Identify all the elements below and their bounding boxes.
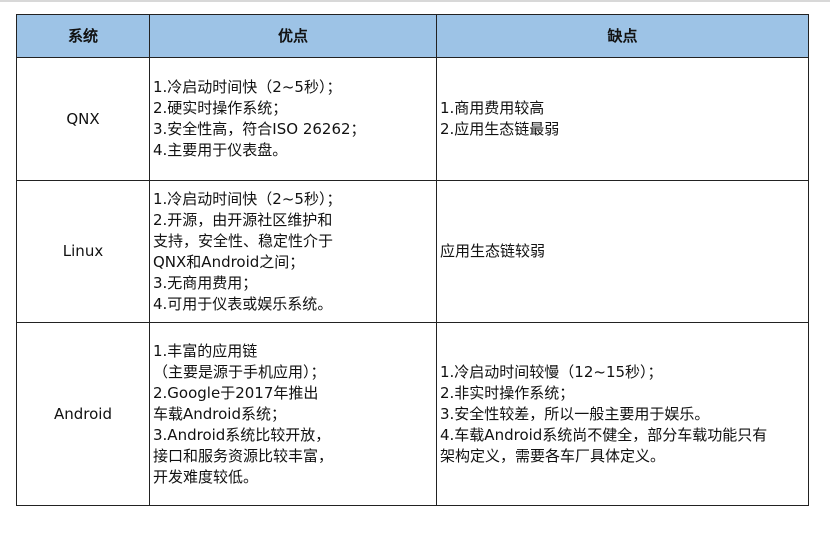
pros-line: （主要是源于手机应用）； xyxy=(153,362,326,381)
header-row: 系统 优点 缺点 xyxy=(16,14,809,58)
cons-line: 1.冷启动时间较慢（12~15秒）； xyxy=(440,362,663,381)
cons-line: 1.商用费用较高 xyxy=(440,99,545,117)
header-system: 系统 xyxy=(16,14,150,58)
pros-cell: 1.冷启动时间快（2~5秒）； 2.硬实时操作系统； 3.安全性高，符合ISO 26… xyxy=(149,57,437,181)
cons-line: 应用生态链较弱 xyxy=(440,242,546,260)
system-cell: Linux xyxy=(16,180,150,323)
table-row: Android 1.丰富的应用链 （主要是源于手机应用）； 2.Google于2017… xyxy=(16,322,809,506)
pros-line: 4.可用于仪表或娱乐系统。 xyxy=(153,294,333,313)
system-cell: QNX xyxy=(16,57,150,181)
pros-line: 3.Android系统比较开放， xyxy=(153,425,331,444)
pros-line: 2.Google于2017年推出 xyxy=(153,383,319,402)
pros-line: 4.主要用于仪表盘。 xyxy=(153,141,288,159)
cons-cell: 1.商用费用较高 2.应用生态链最弱 xyxy=(436,57,809,181)
pros-cell: 1.冷启动时间快（2~5秒）； 2.开源，由开源社区维护和 支持，安全性、稳定性介于… xyxy=(149,180,437,323)
pros-line: QNX和Android之间； xyxy=(153,252,305,271)
pros-line: 支持，安全性、稳定性介于 xyxy=(153,231,334,250)
pros-line: 2.开源，由开源社区维护和 xyxy=(153,210,333,229)
cons-line: 2.应用生态链最弱 xyxy=(440,120,560,138)
pros-line: 2.硬实时操作系统； xyxy=(153,99,288,117)
os-comparison-table: 系统 优点 缺点 QNX 1.冷启动时间快（2~5秒）； 2.硬实时操作系统； 3.安… xyxy=(16,14,809,506)
pros-line: 开发难度较低。 xyxy=(153,467,259,486)
cons-line: 2.非实时操作系统； xyxy=(440,383,575,402)
header-cons: 缺点 xyxy=(436,14,809,58)
pros-line: 1.丰富的应用链 xyxy=(153,341,258,360)
pros-line: 3.无商用费用； xyxy=(153,273,258,292)
system-cell: Android xyxy=(16,322,150,506)
pros-line: 3.安全性高，符合ISO 26262； xyxy=(153,120,366,138)
table-row: Linux 1.冷启动时间快（2~5秒）； 2.开源，由开源社区维护和 支持，安全性、… xyxy=(16,180,809,323)
pros-line: 1.冷启动时间快（2~5秒）； xyxy=(153,189,342,208)
pros-line: 1.冷启动时间快（2~5秒）； xyxy=(153,78,342,96)
pros-line: 车载Android系统； xyxy=(153,404,286,423)
cons-line: 架构定义，需要各车厂具体定义。 xyxy=(440,446,666,465)
pros-line: 接口和服务资源比较丰富， xyxy=(153,446,334,465)
cons-cell: 应用生态链较弱 xyxy=(436,180,809,323)
cons-cell: 1.冷启动时间较慢（12~15秒）； 2.非实时操作系统； 3.安全性较差，所以一般… xyxy=(436,322,809,506)
header-pros: 优点 xyxy=(149,14,437,58)
cons-line: 4.车载Android系统尚不健全，部分车载功能只有 xyxy=(440,425,768,444)
top-divider xyxy=(0,0,830,2)
pros-cell: 1.丰富的应用链 （主要是源于手机应用）； 2.Google于2017年推出 车载An… xyxy=(149,322,437,506)
table-row: QNX 1.冷启动时间快（2~5秒）； 2.硬实时操作系统； 3.安全性高，符合ISO… xyxy=(16,57,809,181)
cons-line: 3.安全性较差，所以一般主要用于娱乐。 xyxy=(440,404,710,423)
